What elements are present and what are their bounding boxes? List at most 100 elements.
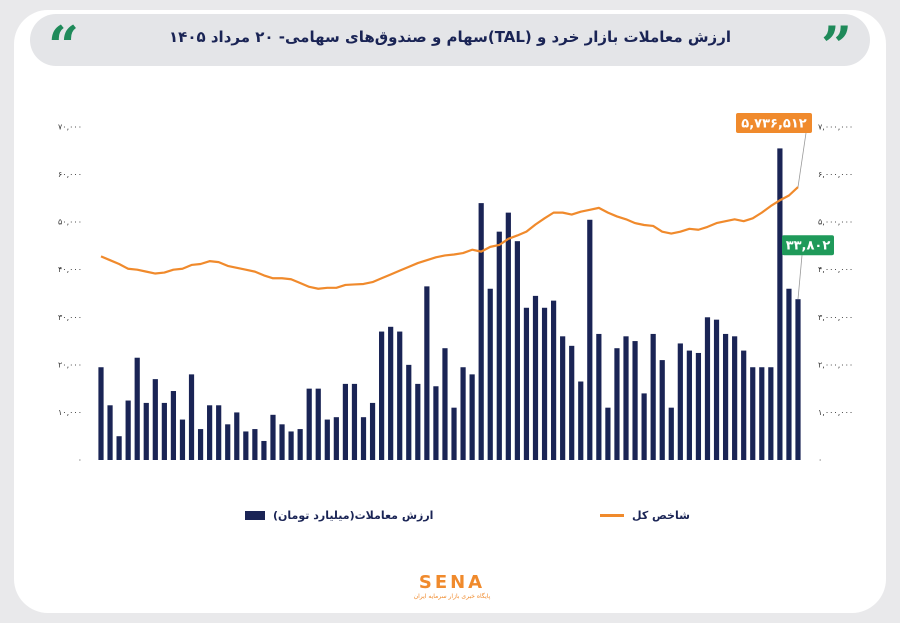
y2-tick-label: ۳,۰۰۰,۰۰۰ [818,313,853,322]
y-tick-label: ۳۰,۰۰۰ [58,313,82,322]
y-tick-label: ۵۰,۰۰۰ [58,218,82,227]
bar [297,429,303,460]
bar [234,412,240,460]
bar [569,345,575,460]
bar [596,333,602,460]
bar [315,388,321,460]
bar [514,241,520,460]
bar [179,419,186,460]
bar [279,424,285,460]
value-label: ۳۳,۸۰۲ [786,239,831,254]
bar [695,352,702,460]
legend-item: ارزش معاملات(میلیارد تومان) [245,509,433,522]
bar [550,300,557,460]
quote-mark: “ [48,14,80,78]
bar [650,333,656,460]
bar [496,231,502,460]
bar [188,374,195,460]
bar [587,219,593,460]
y-tick-label: ۱۰,۰۰۰ [58,408,82,417]
logo: SENA پایگاه خبری بازار سرمایه ایران [393,566,511,610]
y2-tick-label: ۲,۰۰۰,۰۰۰ [818,360,853,369]
bar [424,286,430,460]
bar [207,405,213,460]
bar [632,341,638,460]
bar [505,212,511,460]
bar [795,299,801,460]
bar [713,319,720,460]
line [100,186,799,290]
bar [143,402,149,460]
bar [732,336,738,460]
bar [741,350,747,460]
bar [451,407,457,460]
y2-tick-label: ۰ [818,456,822,465]
bar [541,307,548,460]
y-tick-label: ۶۰,۰۰۰ [58,170,82,179]
title-banner: “ ” [30,14,870,76]
bar [360,417,367,460]
bar [116,436,122,460]
bar [469,374,475,460]
bar [759,367,765,460]
legend-item: شاخص کل [600,509,690,522]
logo-subtitle: پایگاه خبری بازار سرمایه ایران [413,593,491,600]
bar [722,333,729,460]
bar [197,429,204,460]
bar [659,360,665,460]
bar [333,417,339,460]
card [14,10,886,613]
bar [777,148,783,460]
y2-tick-label: ۷,۰۰۰,۰۰۰ [818,123,853,132]
bar [134,357,140,460]
legend-swatch [600,514,624,517]
bar [379,331,385,460]
value-label: ۵,۷۳۶,۵۱۲ [741,117,806,132]
y2-tick-label: ۴,۰۰۰,۰۰۰ [818,265,853,274]
bar [786,288,792,460]
bar [487,288,493,460]
legend-swatch [245,511,265,520]
bar [433,386,439,460]
bar [415,383,421,460]
bar [641,393,647,460]
bar [270,414,276,460]
bar [369,402,376,460]
bar [668,407,674,460]
bar [560,336,566,460]
bar [351,383,358,460]
bar [442,348,448,460]
bar [460,367,466,460]
bar [252,429,258,460]
y-tick-label: ۲۰,۰۰۰ [58,360,82,369]
bar [152,379,158,460]
callout-leader [797,132,807,188]
bar [532,295,539,460]
bar [261,440,267,460]
callout-box [736,113,812,133]
quote-mark: ” [820,14,852,78]
bar [578,381,584,460]
bar [288,431,294,460]
bar [523,307,530,460]
bar [216,405,222,460]
callout-leader [797,255,803,300]
bar [388,326,394,460]
bar [768,367,774,460]
bar [324,419,330,460]
bar [125,400,131,460]
bar [397,331,403,460]
y2-tick-label: ۵,۰۰۰,۰۰۰ [818,218,853,227]
bar [243,431,249,460]
y-tick-label: ۰ [78,456,82,465]
bar [686,350,692,460]
bar [98,367,104,460]
bar [306,388,312,460]
bar [750,367,756,460]
y-tick-label: ۴۰,۰۰۰ [58,265,82,274]
bar [704,317,711,460]
bar [623,336,629,460]
bar [478,203,484,460]
